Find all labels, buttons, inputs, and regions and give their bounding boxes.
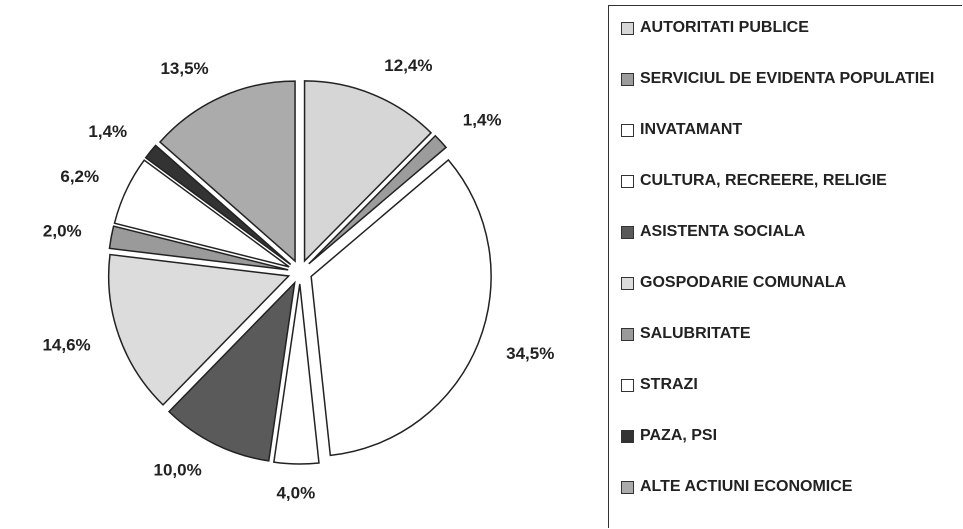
legend: AUTORITATI PUBLICE SERVICIUL DE EVIDENTA … xyxy=(608,5,962,528)
data-label: 12,4% xyxy=(384,56,432,75)
legend-label: ASISTENTA SOCIALA xyxy=(640,223,806,240)
legend-swatch xyxy=(621,277,634,290)
data-label: 1,4% xyxy=(88,122,127,141)
legend-item: GOSPODARIE COMUNALA xyxy=(621,273,945,293)
legend-swatch xyxy=(621,226,634,239)
legend-label: SERVICIUL DE EVIDENTA POPULATIEI xyxy=(640,70,935,87)
legend-swatch xyxy=(621,328,634,341)
legend-label: AUTORITATI PUBLICE xyxy=(640,19,809,36)
pie-slice xyxy=(108,225,289,271)
data-label: 2,0% xyxy=(43,221,82,240)
data-label: 1,4% xyxy=(463,111,502,130)
legend-label: ALTE ACTIUNI ECONOMICE xyxy=(640,478,853,495)
legend-swatch xyxy=(621,430,634,443)
legend-label: CULTURA, RECREERE, RELIGIE xyxy=(640,172,887,189)
pie-slice xyxy=(113,159,290,268)
data-label: 34,5% xyxy=(506,344,554,363)
pie-chart: 12,4% 1,4% 34,5% 4,0% 10,0% 14,6% 2,0% 6,2% 1,4%… xyxy=(42,56,554,502)
legend-swatch xyxy=(621,481,634,494)
pie-slice xyxy=(273,283,320,465)
data-label: 4,0% xyxy=(276,483,315,502)
legend-label: GOSPODARIE COMUNALA xyxy=(640,274,847,291)
legend-item: SALUBRITATE xyxy=(621,324,945,344)
legend-label: SALUBRITATE xyxy=(640,325,751,342)
data-label: 13,5% xyxy=(160,59,208,78)
legend-item: PAZA, PSI xyxy=(621,426,945,446)
legend-swatch xyxy=(621,379,634,392)
legend-label: STRAZI xyxy=(640,376,698,393)
data-label: 10,0% xyxy=(154,461,202,480)
pie-slice xyxy=(303,80,433,263)
legend-swatch xyxy=(621,124,634,137)
legend-item: INVATAMANT xyxy=(621,120,945,140)
pie-slice xyxy=(308,134,448,265)
legend-item: ASISTENTA SOCIALA xyxy=(621,222,945,242)
legend-label: INVATAMANT xyxy=(640,121,743,138)
legend-item: CULTURA, RECREERE, RELIGIE xyxy=(621,171,945,191)
legend-swatch xyxy=(621,175,634,188)
data-label: 6,2% xyxy=(60,167,99,186)
pie-slice xyxy=(167,280,296,462)
legend-item: ALTE ACTIUNI ECONOMICE xyxy=(621,477,945,497)
legend-swatch xyxy=(621,73,634,86)
pie-slice xyxy=(144,144,292,266)
legend-item: AUTORITATI PUBLICE xyxy=(621,18,945,38)
legend-item: STRAZI xyxy=(621,375,945,395)
legend-item: SERVICIUL DE EVIDENTA POPULATIEI xyxy=(621,69,945,89)
pie-slice xyxy=(158,80,296,263)
legend-label: PAZA, PSI xyxy=(640,427,718,444)
data-label: 14,6% xyxy=(42,335,90,354)
legend-swatch xyxy=(621,22,634,35)
pie-slice xyxy=(107,253,291,406)
pie-slice xyxy=(310,158,492,457)
